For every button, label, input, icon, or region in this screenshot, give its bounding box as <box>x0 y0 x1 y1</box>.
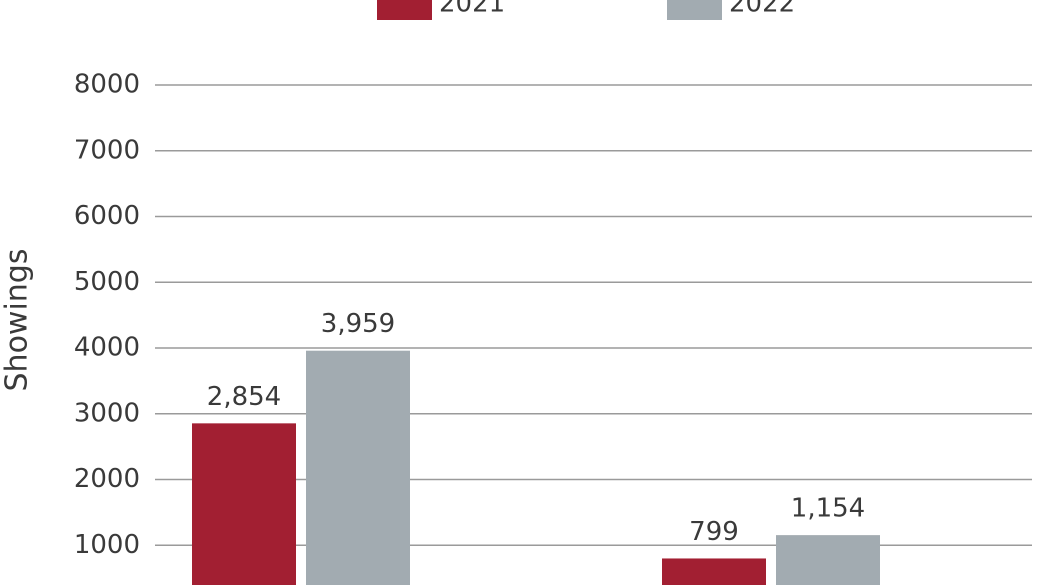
y-tick-label: 2000 <box>74 464 140 494</box>
y-tick-label: 5000 <box>74 267 140 297</box>
legend-label: 2021 <box>439 0 505 19</box>
y-tick-label: 1000 <box>74 530 140 560</box>
value-label: 799 <box>689 517 739 547</box>
y-tick-label: 6000 <box>74 201 140 231</box>
y-tick-label: 3000 <box>74 398 140 428</box>
y-tick-label: 4000 <box>74 333 140 363</box>
value-label: 1,154 <box>791 494 865 524</box>
value-label: 2,854 <box>207 382 281 412</box>
y-tick-label: 7000 <box>74 135 140 165</box>
bar <box>306 350 410 585</box>
y-axis-label: Showings <box>0 249 35 392</box>
bar <box>776 535 880 585</box>
value-label: 3,959 <box>321 309 395 339</box>
bar <box>662 558 766 585</box>
legend-label: 2022 <box>729 0 795 19</box>
legend-swatch <box>667 0 722 20</box>
legend-swatch <box>377 0 432 20</box>
y-tick-label: 8000 <box>74 70 140 100</box>
bar <box>192 423 296 585</box>
